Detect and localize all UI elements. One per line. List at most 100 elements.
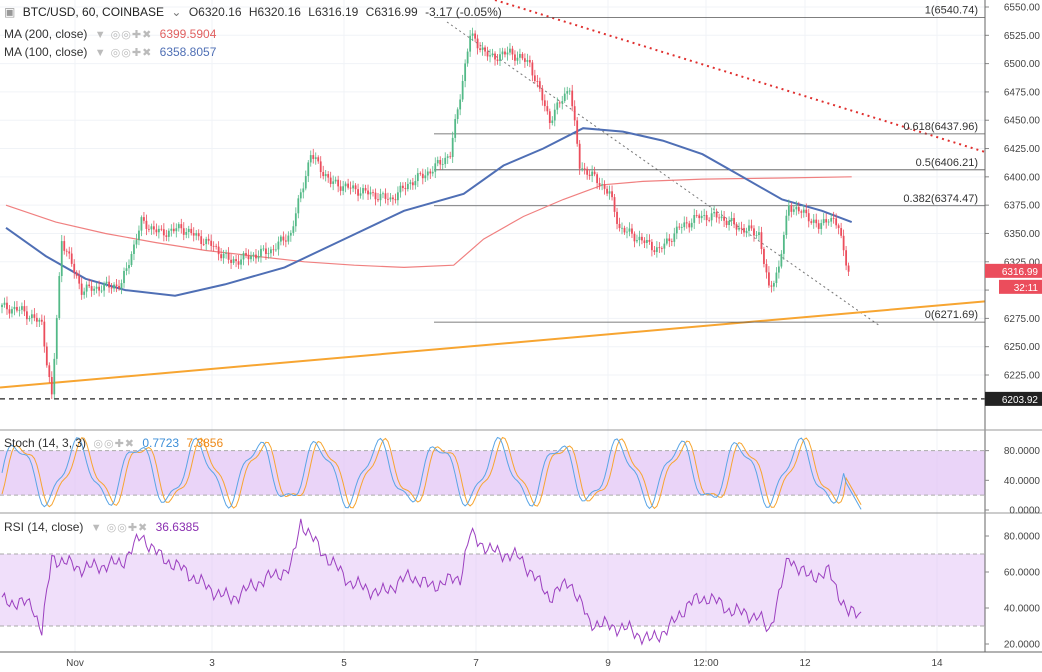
ma100-label[interactable]: MA (100, close) <box>4 45 88 59</box>
candle-body <box>257 256 260 259</box>
candle-body <box>262 248 265 250</box>
candle-body <box>710 213 713 221</box>
rsi-tick-label: 60.0000 <box>1004 568 1041 579</box>
candle-body <box>152 226 155 230</box>
candle-body <box>683 222 686 228</box>
candle-body <box>663 243 666 249</box>
ma100-settings-icons[interactable]: ▼ ◎◎✚✖ <box>94 47 153 59</box>
candle-body <box>528 60 531 63</box>
candle-body <box>641 236 643 241</box>
candle-body <box>377 199 379 201</box>
candle-body <box>636 240 638 242</box>
stoch-k-line <box>1 436 862 510</box>
candle-body <box>145 220 148 229</box>
candle-body <box>436 159 439 164</box>
fib-level-label: 0.382(6374.47) <box>903 193 978 205</box>
candle-body <box>140 217 143 231</box>
candle-body <box>631 228 633 234</box>
candle-body <box>648 239 651 242</box>
candle-body <box>815 219 818 224</box>
countdown-tag <box>999 279 1042 294</box>
candle-body <box>603 184 606 189</box>
candle-body <box>713 211 716 214</box>
candle-body <box>6 302 8 310</box>
candle-body <box>21 306 23 310</box>
collapse-icon[interactable]: ▣ <box>4 5 16 19</box>
candle-body <box>70 253 73 264</box>
candle-body <box>252 254 255 256</box>
candle-body <box>359 193 362 196</box>
candle-body <box>277 241 280 250</box>
ma100-value: 6358.8057 <box>159 45 217 59</box>
resistance-line <box>494 0 986 153</box>
stoch-band <box>0 450 985 496</box>
stoch-label[interactable]: Stoch (14, 3, 3) <box>4 436 87 450</box>
candle-body <box>471 33 474 36</box>
candle-body <box>693 215 696 223</box>
candle-body <box>275 249 277 251</box>
candle-body <box>466 51 469 64</box>
candle-body <box>546 106 549 112</box>
rsi-band <box>0 554 985 626</box>
candle-body <box>232 259 235 263</box>
candle-body <box>185 232 188 235</box>
candle-body <box>210 240 213 246</box>
rsi-label[interactable]: RSI (14, close) <box>4 520 84 534</box>
last-price-tag <box>985 263 1042 278</box>
candle-body <box>538 81 541 89</box>
candle-body <box>705 215 708 221</box>
countdown-text: 32:11 <box>1014 283 1039 294</box>
candle-body <box>364 188 367 191</box>
candle-body <box>307 162 310 177</box>
candle-body <box>58 276 61 319</box>
candle-body <box>309 155 312 163</box>
candle-body <box>182 228 185 235</box>
candle-body <box>581 168 584 170</box>
low-value: L6316.19 <box>308 5 359 19</box>
rsi-settings-icons[interactable]: ▼ ◎◎✚✖ <box>90 522 149 534</box>
candle-body <box>265 248 267 255</box>
candle-body <box>479 48 481 50</box>
rsi-pane <box>0 518 985 646</box>
candle-body <box>740 227 743 229</box>
candle-body <box>382 193 384 195</box>
candle-body <box>18 309 21 311</box>
candle-body <box>787 205 790 216</box>
symbol-title[interactable]: BTC/USD, 60, COINBASE <box>22 5 165 19</box>
candle-body <box>65 250 68 252</box>
candle-body <box>85 284 88 292</box>
candle-body <box>847 265 850 272</box>
candle-body <box>618 223 621 229</box>
candle-body <box>616 211 618 224</box>
candle-body <box>431 171 434 174</box>
candle-body <box>501 51 504 55</box>
candle-body <box>494 53 496 60</box>
candle-body <box>240 259 242 265</box>
ma200-settings-icons[interactable]: ▼ ◎◎✚✖ <box>94 29 153 41</box>
stoch-tick-label: 0.0000 <box>1009 506 1040 517</box>
rising-trendline <box>0 300 986 389</box>
candle-body <box>733 217 735 225</box>
candle-body <box>215 245 218 247</box>
candle-body <box>785 215 788 235</box>
candle-body <box>334 179 337 182</box>
candle-body <box>322 172 325 177</box>
candle-body <box>601 184 603 186</box>
candle-body <box>187 228 190 233</box>
candle-body <box>429 171 432 174</box>
candle-body <box>317 157 320 162</box>
candle-body <box>406 183 409 190</box>
candle-body <box>765 263 768 273</box>
candle-body <box>354 185 357 190</box>
stoch-d-value: 7.3856 <box>186 436 224 450</box>
candle-body <box>665 238 668 244</box>
dropdown-chevron-icon[interactable]: ⌄ <box>171 5 182 19</box>
candle-body <box>416 173 419 182</box>
stoch-tick-label: 40.0000 <box>1004 476 1041 487</box>
candle-body <box>392 197 394 200</box>
stoch-settings-icons[interactable]: ◎◎✚✖ <box>93 438 136 450</box>
ma200-label[interactable]: MA (200, close) <box>4 27 88 41</box>
candle-body <box>160 228 163 230</box>
